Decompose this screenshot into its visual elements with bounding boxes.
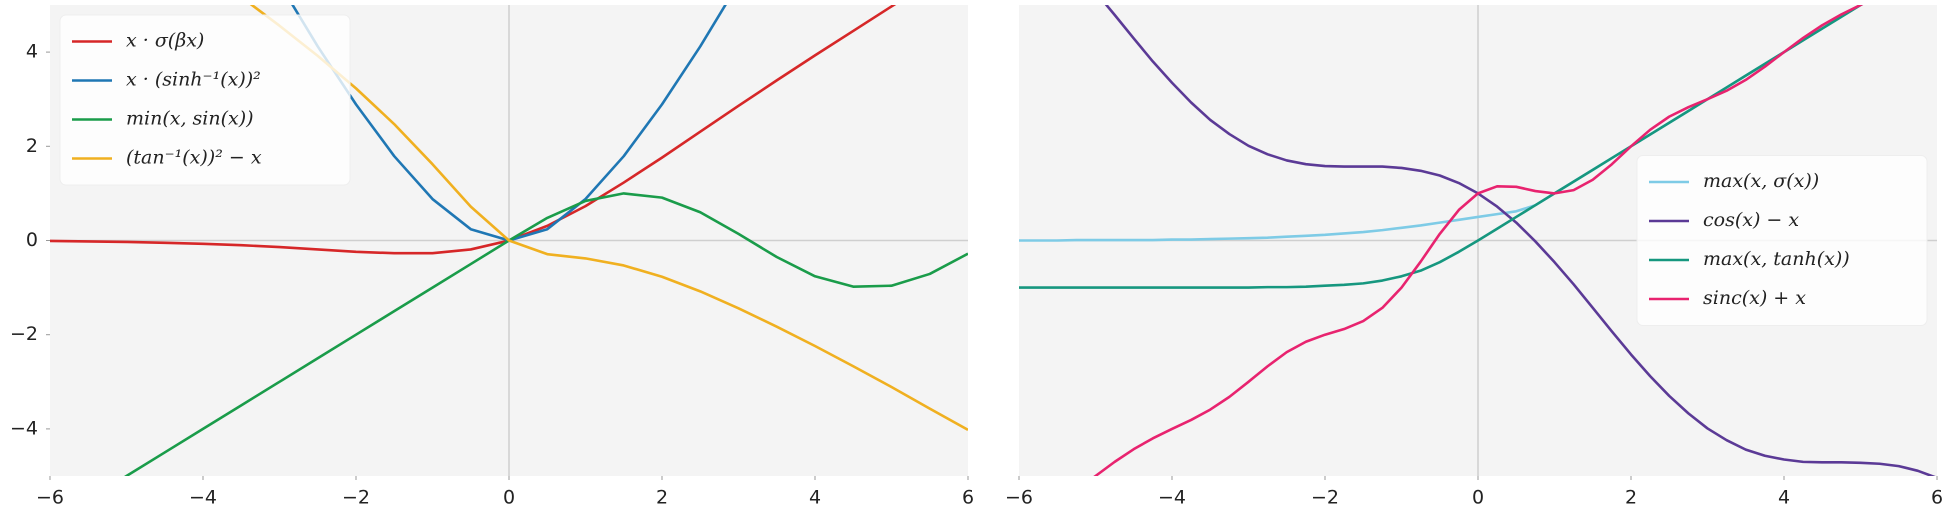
legend-label: cos(x) − x: [1703, 209, 1799, 231]
x-tick-label: −2: [342, 487, 370, 509]
y-tick-label: 4: [26, 41, 38, 63]
subplot: −6 −4 −2 0 2 4 6 max(x, σ(x)) cos(x) − x max(x, t…: [1005, 5, 1943, 509]
legend: max(x, σ(x)) cos(x) − x max(x, tanh(x)) sin…: [1636, 155, 1928, 326]
x-tick-label: 4: [1778, 487, 1790, 509]
x-tick-label: −4: [189, 487, 217, 509]
legend-box: [59, 14, 351, 186]
legend-label: x · (sinh⁻¹(x))²: [126, 69, 261, 91]
x-tick-label: 0: [1472, 487, 1484, 509]
legend-label: sinc(x) + x: [1703, 287, 1806, 309]
series-line: [249, 5, 968, 431]
x-tick-label: 0: [503, 487, 515, 509]
legend-label: max(x, tanh(x)): [1703, 248, 1850, 270]
x-tick-label: −6: [36, 487, 64, 509]
x-tick-label: −6: [1005, 487, 1033, 509]
y-tick-label: 2: [26, 135, 38, 157]
legend-label: max(x, σ(x)): [1703, 170, 1819, 192]
lines: [1019, 5, 1936, 476]
subplot: −6 −4 −2 0 2 4 6 −4 −2 0 2 4 x · σ(βx) x · (sinh⁻¹(x)…: [10, 5, 974, 509]
series-line: [1093, 5, 1864, 476]
y-tick-label: −2: [10, 323, 38, 345]
legend-label: (tan⁻¹(x))² − x: [126, 147, 262, 169]
x-tick-label: 6: [962, 487, 974, 509]
x-tick-label: 6: [1931, 487, 1943, 509]
lines: [50, 5, 968, 476]
legend-box: [1636, 155, 1928, 326]
y-tick-label: 0: [26, 229, 38, 251]
x-tick-label: 4: [809, 487, 821, 509]
legend: x · σ(βx) x · (sinh⁻¹(x))² min(x, sin(x)) (…: [59, 14, 351, 186]
legend-label: x · σ(βx): [126, 30, 204, 52]
legend-label: min(x, sin(x)): [126, 108, 254, 130]
y-tick-label: −4: [10, 417, 38, 439]
x-tick-label: −4: [1158, 487, 1186, 509]
x-tick-label: 2: [656, 487, 668, 509]
x-tick-label: −2: [1311, 487, 1339, 509]
x-tick-label: 2: [1625, 487, 1637, 509]
